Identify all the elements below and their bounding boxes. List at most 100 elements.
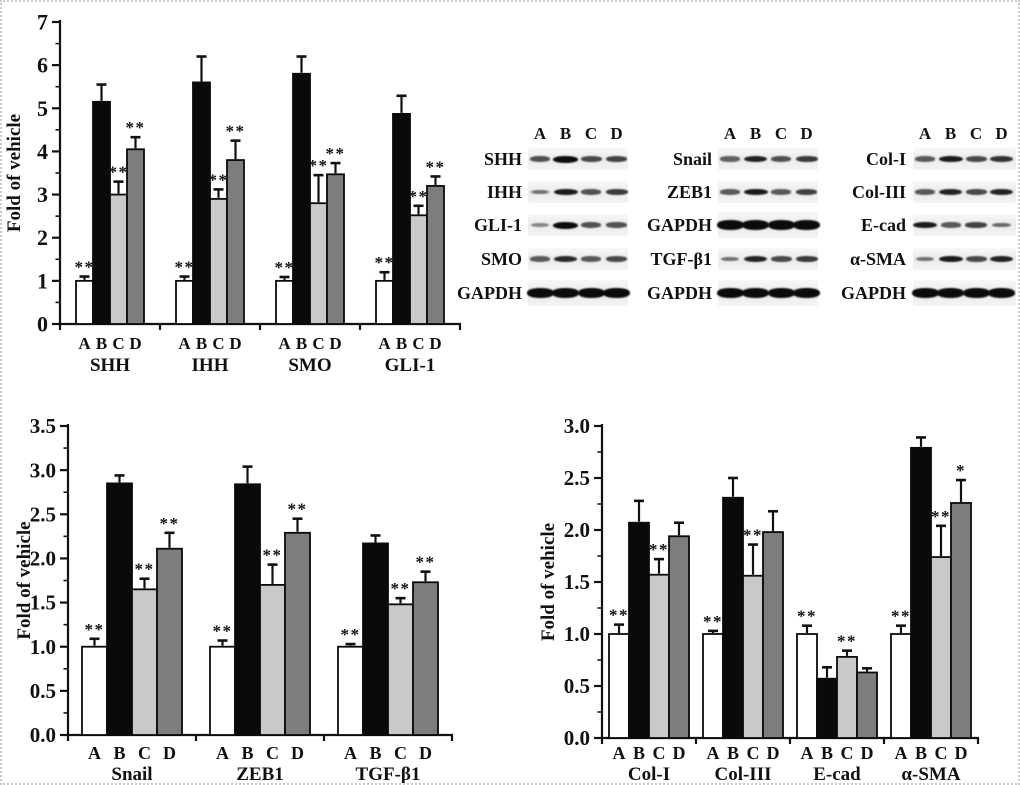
protein-band: [989, 255, 1014, 263]
protein-band: [992, 222, 1011, 228]
y-tick-label: 3.5: [30, 414, 56, 438]
bar-label: D: [229, 334, 241, 353]
protein-band: [580, 189, 602, 195]
y-axis-title: Fold of vehicle: [14, 521, 35, 639]
protein-band: [577, 288, 605, 298]
y-tick-label: 6: [37, 53, 48, 78]
blot-strip: [528, 248, 628, 270]
lane-header: C: [774, 124, 788, 143]
bar-D: [856, 671, 878, 739]
bar-label: D: [955, 743, 968, 763]
protein-band: [767, 220, 795, 230]
protein-band: [531, 222, 549, 228]
bar-label: C: [266, 743, 279, 763]
y-tick-label: 1.5: [30, 591, 56, 615]
protein-band: [793, 220, 820, 230]
bar-label: B: [113, 743, 125, 763]
bar-D: [412, 581, 439, 736]
lane-header: A: [723, 124, 737, 143]
significance-marker: **: [175, 258, 195, 277]
bar-D: [950, 502, 972, 739]
protein-band: [795, 189, 818, 195]
bar-label: D: [419, 743, 432, 763]
bar-label: A: [178, 334, 191, 353]
bar-D: [226, 159, 245, 325]
y-tick-label: 1.0: [564, 622, 590, 646]
group-label: Col-I: [628, 764, 670, 785]
bar-label: A: [801, 743, 814, 763]
lane-header: C: [969, 124, 983, 143]
chart-emt-markers: 0.00.51.01.52.02.53.03.5**A B**C**DSnail*…: [14, 414, 454, 785]
significance-marker: **: [209, 170, 229, 189]
blot-row-label: SMO: [480, 249, 522, 269]
blot-row-label: α-SMA: [849, 249, 906, 269]
blot-strip: [913, 248, 1016, 270]
group-label: α-SMA: [901, 764, 960, 785]
protein-band: [553, 221, 578, 229]
significance-marker: **: [649, 540, 669, 559]
significance-marker: **: [275, 258, 295, 277]
protein-band: [937, 288, 964, 298]
bar-label: D: [673, 743, 686, 763]
protein-band: [965, 156, 987, 162]
protein-band: [581, 256, 601, 262]
significance-marker: **: [309, 156, 329, 175]
significance-marker: *: [956, 461, 966, 480]
protein-band: [553, 155, 578, 163]
bar-label: C: [394, 743, 407, 763]
bar-label: D: [291, 743, 304, 763]
protein-band: [915, 189, 935, 195]
group-label: ZEB1: [236, 764, 284, 785]
protein-band: [526, 288, 554, 298]
protein-band: [716, 288, 744, 298]
protein-band: [911, 288, 939, 298]
blot-row-label: GAPDH: [457, 283, 522, 303]
blot-row-label: Snail: [672, 149, 712, 169]
lane-header: C: [584, 124, 598, 143]
lane-header: D: [800, 124, 813, 143]
protein-band: [742, 220, 769, 230]
bar-B: [292, 72, 311, 325]
y-tick-label: 2.5: [30, 502, 56, 526]
significance-marker: **: [609, 606, 629, 625]
blot-row-label: IHH: [486, 182, 522, 202]
y-axis-title: Fold of vehicle: [538, 523, 559, 641]
protein-band: [606, 256, 627, 262]
protein-band: [603, 288, 630, 298]
protein-band: [915, 256, 935, 262]
protein-band: [554, 255, 577, 263]
protein-band: [938, 155, 963, 163]
protein-band: [938, 255, 963, 263]
blot-strip: [528, 181, 628, 203]
protein-band: [913, 221, 937, 229]
y-axis-title: Fold of vehicle: [4, 114, 25, 232]
protein-band: [530, 189, 550, 195]
protein-band: [988, 288, 1015, 298]
bar-label: C: [112, 334, 124, 353]
bar-label: C: [412, 334, 424, 353]
bar-D: [668, 535, 690, 739]
blot-row-label: GAPDH: [841, 283, 906, 303]
y-tick-label: 3: [37, 182, 48, 207]
bar-label: D: [129, 334, 141, 353]
y-tick-label: 0: [37, 311, 48, 336]
significance-marker: **: [426, 157, 446, 176]
y-tick-label: 7: [37, 9, 48, 34]
lane-header: A: [918, 124, 932, 143]
group-label: TGF-β1: [356, 764, 421, 785]
significance-marker: **: [341, 625, 361, 644]
significance-marker: **: [931, 507, 951, 526]
significance-marker: **: [226, 122, 246, 141]
group-label: SMO: [288, 355, 331, 376]
significance-marker: **: [375, 253, 395, 272]
bar-label: C: [312, 334, 324, 353]
bar-label: C: [935, 743, 948, 763]
bar-C: [259, 584, 286, 736]
y-tick-label: 0.5: [564, 674, 590, 698]
y-tick-label: 2.0: [30, 547, 56, 571]
significance-marker: **: [263, 546, 283, 565]
